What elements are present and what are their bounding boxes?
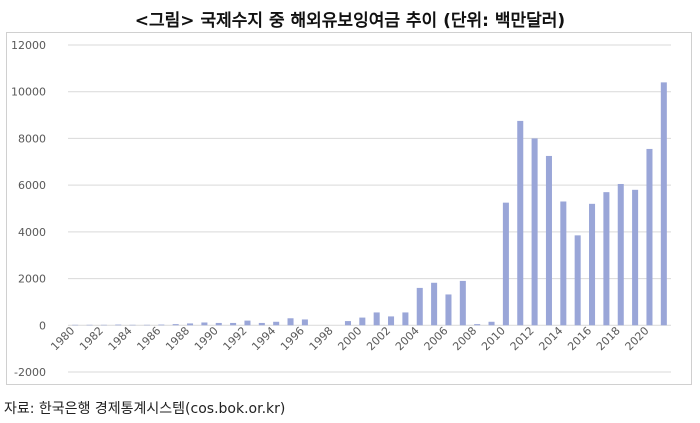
bar-2006 xyxy=(445,294,452,326)
bar-2008 xyxy=(474,324,481,326)
y-axis-ticks: 12000 10000 8000 6000 4000 2000 0 -2000 xyxy=(11,39,46,379)
bar-1994 xyxy=(273,321,280,326)
bar-2018 xyxy=(617,183,624,326)
y-tick-label: 10000 xyxy=(11,86,46,99)
x-tick-label: 1988 xyxy=(163,324,192,353)
bar-2019 xyxy=(632,189,639,326)
x-tick-label: 2012 xyxy=(508,324,537,353)
bar-2013 xyxy=(545,155,552,326)
x-tick-label: 1992 xyxy=(221,324,250,353)
x-tick-label: 1980 xyxy=(48,324,77,353)
x-tick-label: 1984 xyxy=(106,324,135,353)
bar-1999 xyxy=(344,321,351,326)
bar-1992 xyxy=(244,320,251,326)
y-tick-label: 8000 xyxy=(18,132,46,145)
bar-2005 xyxy=(431,282,438,326)
bar-2021 xyxy=(660,82,667,326)
bars xyxy=(72,82,667,326)
x-tick-label: 1996 xyxy=(278,324,307,353)
x-tick-label: 2010 xyxy=(479,324,508,353)
bar-2020 xyxy=(646,148,653,326)
x-tick-label: 2006 xyxy=(422,324,451,353)
x-tick-label: 2002 xyxy=(364,324,393,353)
x-tick-label: 2004 xyxy=(393,324,422,353)
bar-2002 xyxy=(388,316,395,326)
bar-1989 xyxy=(201,322,208,326)
x-axis-ticks: 1980 1982 1984 1986 1988 1990 1992 1994 1996 1998… xyxy=(48,324,651,353)
x-tick-label: 2018 xyxy=(594,324,623,353)
y-tick-label: 2000 xyxy=(18,273,46,286)
y-tick-label: -2000 xyxy=(14,366,46,379)
x-tick-label: 1994 xyxy=(249,324,278,353)
x-tick-label: 1986 xyxy=(134,324,163,353)
bar-1991 xyxy=(230,322,237,326)
bar-2012 xyxy=(531,138,538,326)
x-tick-label: 2020 xyxy=(623,324,652,353)
bar-1986 xyxy=(158,324,165,326)
gridlines xyxy=(68,44,671,373)
bar-1995 xyxy=(287,318,294,326)
y-tick-label: 4000 xyxy=(18,226,46,239)
bar-2001 xyxy=(373,312,380,326)
source-note: 자료: 한국은행 경제통계시스템(cos.bok.or.kr) xyxy=(4,401,286,417)
bar-1987 xyxy=(172,324,179,326)
y-tick-label: 0 xyxy=(39,319,46,332)
bar-2007 xyxy=(459,280,466,326)
x-tick-label: 1990 xyxy=(192,324,221,353)
bar-2011 xyxy=(517,120,524,326)
x-tick-label: 1998 xyxy=(307,324,336,353)
bar-1993 xyxy=(258,322,265,326)
bar-2017 xyxy=(603,192,610,326)
x-tick-label: 2000 xyxy=(335,324,364,353)
bar-2000 xyxy=(359,317,366,326)
x-tick-label: 1982 xyxy=(77,324,106,353)
bar-2003 xyxy=(402,312,409,326)
bar-1990 xyxy=(215,322,222,326)
bar-2014 xyxy=(560,201,567,326)
chart-title: <그림> 국제수지 중 해외유보잉여금 추이 (단위: 백만달러) xyxy=(134,11,566,31)
x-tick-label: 2014 xyxy=(536,324,565,353)
bar-2010 xyxy=(502,202,509,326)
x-tick-label: 2008 xyxy=(450,324,479,353)
bar-1983 xyxy=(115,324,122,326)
bar-1988 xyxy=(187,323,194,326)
y-tick-label: 6000 xyxy=(18,179,46,192)
y-tick-label: 12000 xyxy=(11,39,46,52)
chart-frame xyxy=(6,32,692,385)
bar-2004 xyxy=(416,287,423,326)
bar-2009 xyxy=(488,321,495,326)
bar-1996 xyxy=(301,319,308,326)
bar-2015 xyxy=(574,235,581,326)
bar-2016 xyxy=(589,203,596,326)
x-tick-label: 2016 xyxy=(565,324,594,353)
